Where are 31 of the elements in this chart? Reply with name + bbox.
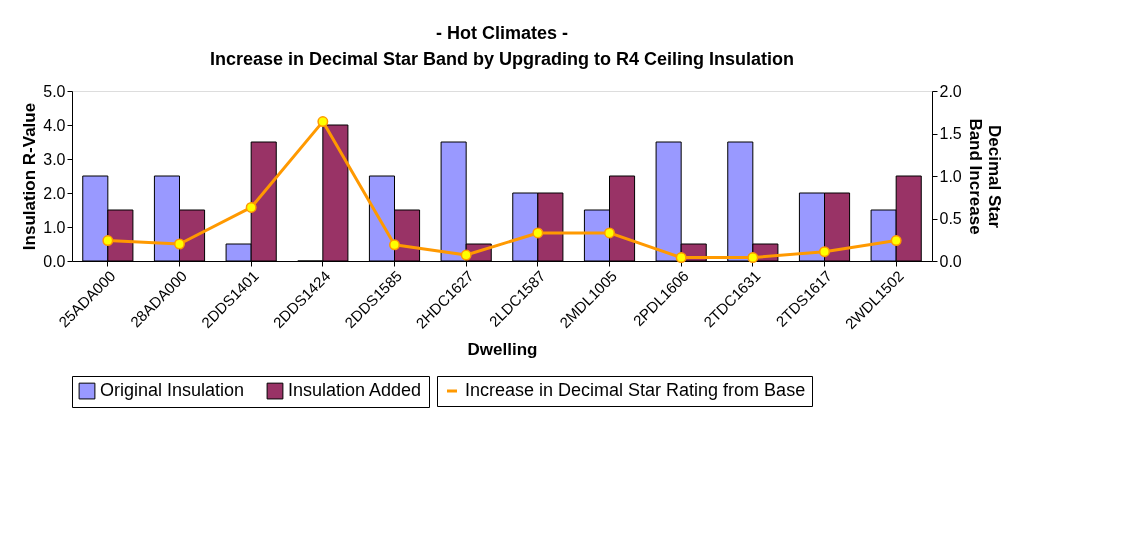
y-axis-title: Insulation R-Value bbox=[20, 102, 40, 251]
point bbox=[317, 116, 329, 128]
point bbox=[890, 235, 902, 247]
point bbox=[819, 246, 830, 258]
y2-axis-title: Decimal Star Band Increase bbox=[965, 118, 1004, 235]
point bbox=[389, 239, 400, 251]
y-tick-label: 0.0 bbox=[43, 252, 66, 270]
legend-label: Insulation Added bbox=[288, 380, 422, 401]
y-tick-label: 2.0 bbox=[43, 184, 66, 202]
y-tick-label: 5.0 bbox=[43, 82, 66, 100]
legend-label: Original Insulation bbox=[100, 380, 245, 401]
y2-tick-label: 1.0 bbox=[939, 167, 962, 185]
y2-tick-label: 1.5 bbox=[939, 125, 962, 142]
y2-tick-label: 2.0 bbox=[939, 82, 962, 100]
y-tick-label: 3.0 bbox=[43, 150, 66, 168]
point bbox=[174, 238, 185, 250]
y-tick-label: 4.0 bbox=[43, 116, 66, 134]
legend-label: Increase in Decimal Star Rating from Base bbox=[465, 380, 806, 400]
y-tick-label: 1.0 bbox=[43, 218, 66, 236]
y2-tick-label: 0.0 bbox=[939, 252, 962, 270]
point bbox=[675, 252, 687, 264]
point bbox=[102, 235, 114, 247]
point bbox=[460, 249, 472, 261]
x-axis-title: Dwelling bbox=[467, 340, 538, 360]
y2-tick-label: 0.5 bbox=[939, 210, 962, 227]
point bbox=[532, 227, 544, 239]
point bbox=[747, 252, 759, 264]
point bbox=[604, 227, 615, 239]
point bbox=[245, 201, 257, 213]
chart-title: - Hot Climates - bbox=[435, 23, 569, 43]
chart-subtitle: Increase in Decimal Star Band by Upgrading to R4 Ceiling Insulation bbox=[209, 49, 795, 69]
